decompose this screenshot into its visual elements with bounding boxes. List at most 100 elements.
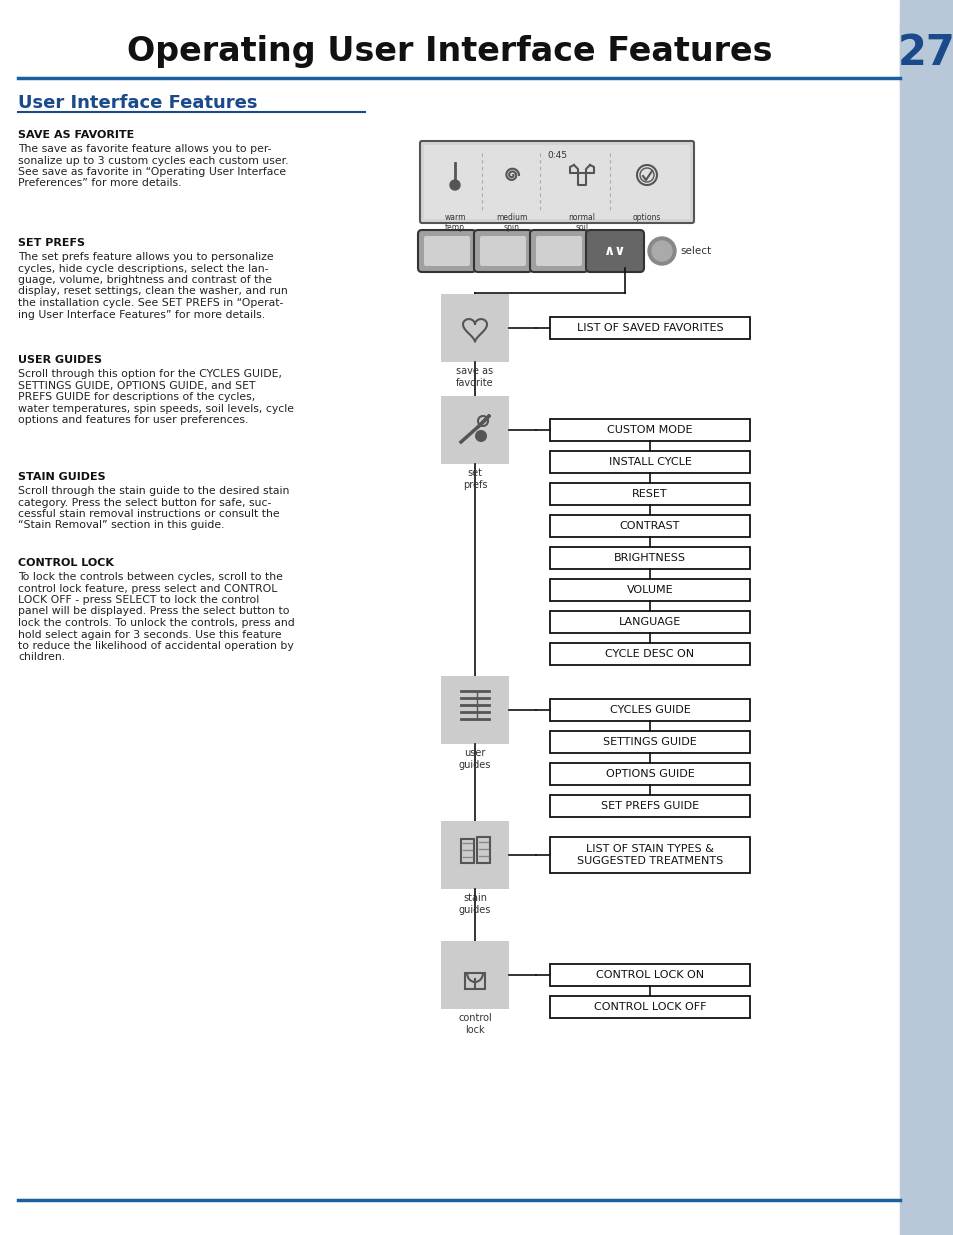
Text: warm
temp: warm temp [444,212,465,232]
Bar [440,396,509,464]
Text: cessful stain removal instructions or consult the: cessful stain removal instructions or co… [18,509,279,519]
Text: save as
favorite: save as favorite [456,366,494,388]
Text: control
lock: control lock [457,1013,492,1035]
Bar [550,965,749,986]
Bar [550,837,749,873]
Text: SET PREFS GUIDE: SET PREFS GUIDE [600,802,699,811]
Text: User Interface Features: User Interface Features [18,94,257,112]
Bar [440,941,509,1009]
Text: SETTINGS GUIDE, OPTIONS GUIDE, and SET: SETTINGS GUIDE, OPTIONS GUIDE, and SET [18,380,255,390]
Text: display, reset settings, clean the washer, and run: display, reset settings, clean the washe… [18,287,288,296]
Text: SAVE AS FAVORITE: SAVE AS FAVORITE [18,130,134,140]
Text: ∧∨: ∧∨ [603,245,625,258]
Text: Preferences” for more details.: Preferences” for more details. [18,179,181,189]
Bar [899,22,953,84]
Bar [550,451,749,473]
Text: cycles, hide cycle descriptions, select the lan-: cycles, hide cycle descriptions, select … [18,263,268,273]
Bar [550,547,749,569]
Text: sonalize up to 3 custom cycles each custom user.: sonalize up to 3 custom cycles each cust… [18,156,288,165]
Text: BRIGHTNESS: BRIGHTNESS [614,553,685,563]
FancyBboxPatch shape [585,230,643,272]
FancyBboxPatch shape [474,230,532,272]
Text: RESET: RESET [632,489,667,499]
Text: ing User Interface Features” for more details.: ing User Interface Features” for more de… [18,310,265,320]
Bar [440,676,509,743]
Text: CYCLE DESC ON: CYCLE DESC ON [605,650,694,659]
Bar [550,515,749,537]
Text: USER GUIDES: USER GUIDES [18,354,102,366]
Text: stain
guides: stain guides [458,893,491,915]
Text: select: select [679,246,710,256]
Bar [550,317,749,338]
Bar [899,0,953,1235]
Bar [550,483,749,505]
Text: CONTRAST: CONTRAST [619,521,679,531]
Text: LIST OF STAIN TYPES &
SUGGESTED TREATMENTS: LIST OF STAIN TYPES & SUGGESTED TREATMEN… [577,845,722,866]
Text: See save as favorite in “Operating User Interface: See save as favorite in “Operating User … [18,167,286,177]
Text: VOLUME: VOLUME [626,585,673,595]
Text: hold select again for 3 seconds. Use this feature: hold select again for 3 seconds. Use thi… [18,630,281,640]
FancyBboxPatch shape [530,230,587,272]
Text: INSTALL CYCLE: INSTALL CYCLE [608,457,691,467]
Bar [460,839,474,863]
Bar [550,795,749,818]
Text: SETTINGS GUIDE: SETTINGS GUIDE [602,737,696,747]
Text: to reduce the likelihood of accidental operation by: to reduce the likelihood of accidental o… [18,641,294,651]
Bar [440,821,509,889]
Text: CONTROL LOCK OFF: CONTROL LOCK OFF [593,1002,705,1011]
Text: LOCK OFF - press SELECT to lock the control: LOCK OFF - press SELECT to lock the cont… [18,595,259,605]
Text: category. Press the select button for safe, suc-: category. Press the select button for sa… [18,498,271,508]
Text: The save as favorite feature allows you to per-: The save as favorite feature allows you … [18,144,272,154]
Circle shape [647,237,676,266]
Text: 27: 27 [897,32,953,74]
Circle shape [475,430,486,442]
Bar [476,837,490,863]
Text: children.: children. [18,652,65,662]
Text: set
prefs: set prefs [462,468,487,490]
Text: OPTIONS GUIDE: OPTIONS GUIDE [605,769,694,779]
Text: LANGUAGE: LANGUAGE [618,618,680,627]
Text: Scroll through the stain guide to the desired stain: Scroll through the stain guide to the de… [18,487,289,496]
Bar [550,699,749,721]
Text: options: options [632,212,660,222]
Text: STAIN GUIDES: STAIN GUIDES [18,472,106,482]
Text: PREFS GUIDE for descriptions of the cycles,: PREFS GUIDE for descriptions of the cycl… [18,391,255,403]
Text: Operating User Interface Features: Operating User Interface Features [127,36,772,68]
Text: guage, volume, brightness and contrast of the: guage, volume, brightness and contrast o… [18,275,272,285]
Text: medium
spin: medium spin [496,212,527,232]
Text: lock the controls. To unlock the controls, press and: lock the controls. To unlock the control… [18,618,294,629]
FancyBboxPatch shape [423,144,689,219]
Text: LIST OF SAVED FAVORITES: LIST OF SAVED FAVORITES [576,324,722,333]
Bar [550,731,749,753]
Text: The set prefs feature allows you to personalize: The set prefs feature allows you to pers… [18,252,274,262]
Circle shape [450,180,459,190]
Bar [550,763,749,785]
Bar [550,643,749,664]
Bar [550,579,749,601]
FancyBboxPatch shape [417,230,476,272]
Circle shape [651,241,671,261]
Text: To lock the controls between cycles, scroll to the: To lock the controls between cycles, scr… [18,572,283,582]
Text: water temperatures, spin speeds, soil levels, cycle: water temperatures, spin speeds, soil le… [18,404,294,414]
FancyBboxPatch shape [479,236,525,266]
Text: control lock feature, press select and CONTROL: control lock feature, press select and C… [18,583,277,594]
Text: the installation cycle. See SET PREFS in “Operat-: the installation cycle. See SET PREFS in… [18,298,283,308]
Text: CONTROL LOCK ON: CONTROL LOCK ON [596,969,703,981]
Text: CONTROL LOCK: CONTROL LOCK [18,558,113,568]
Text: user
guides: user guides [458,748,491,771]
FancyBboxPatch shape [536,236,581,266]
Text: SET PREFS: SET PREFS [18,238,85,248]
Bar [550,419,749,441]
Text: CYCLES GUIDE: CYCLES GUIDE [609,705,690,715]
Bar [550,611,749,634]
Text: panel will be displayed. Press the select button to: panel will be displayed. Press the selec… [18,606,289,616]
Bar [464,973,484,989]
Text: options and features for user preferences.: options and features for user preference… [18,415,248,425]
Text: normal
soil: normal soil [568,212,595,232]
Text: “Stain Removal” section in this guide.: “Stain Removal” section in this guide. [18,520,224,531]
FancyBboxPatch shape [419,141,693,224]
Text: CUSTOM MODE: CUSTOM MODE [607,425,692,435]
Bar [550,995,749,1018]
FancyBboxPatch shape [423,236,470,266]
Text: 0:45: 0:45 [546,151,566,161]
